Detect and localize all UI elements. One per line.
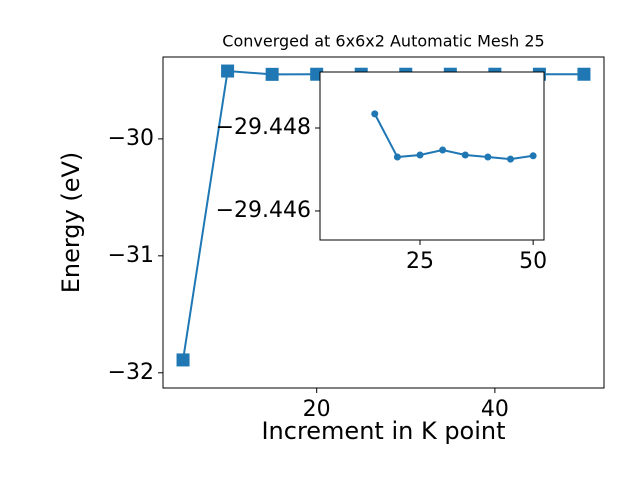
chart-title: Converged at 6x6x2 Automatic Mesh 25 <box>222 32 544 51</box>
x-tick-label: 50 <box>519 249 547 274</box>
marker <box>176 353 190 367</box>
marker <box>439 146 447 154</box>
marker <box>577 67 591 81</box>
marker <box>529 152 537 160</box>
marker <box>221 64 235 78</box>
y-tick-label: −29.446 <box>216 198 311 223</box>
y-tick-label: −29.448 <box>216 115 311 140</box>
x-tick-label: 40 <box>481 397 509 422</box>
marker <box>393 153 401 161</box>
marker <box>461 151 469 159</box>
y-tick-label: −31 <box>108 243 154 268</box>
axes-frame <box>162 56 605 389</box>
y-tick-label: −30 <box>108 126 154 151</box>
marker <box>265 67 279 81</box>
x-tick-label: 25 <box>406 249 434 274</box>
line <box>373 113 534 161</box>
marker <box>416 151 424 159</box>
axes-frame <box>319 71 545 241</box>
y-axis-label: Energy (eV) <box>57 152 85 294</box>
plot-area <box>320 72 544 240</box>
plot-content <box>371 110 537 163</box>
marker <box>371 110 379 118</box>
x-axis-label: Increment in K point <box>261 417 505 445</box>
x-tick-label: 20 <box>303 397 331 422</box>
marker <box>484 153 492 161</box>
y-tick-label: −32 <box>108 360 154 385</box>
marker <box>507 155 515 163</box>
